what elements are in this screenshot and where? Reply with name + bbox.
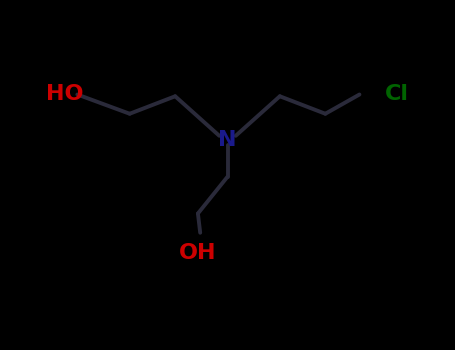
Text: Cl: Cl	[384, 84, 409, 105]
Text: OH: OH	[179, 243, 217, 263]
Text: HO: HO	[46, 84, 83, 105]
Text: N: N	[218, 130, 237, 150]
